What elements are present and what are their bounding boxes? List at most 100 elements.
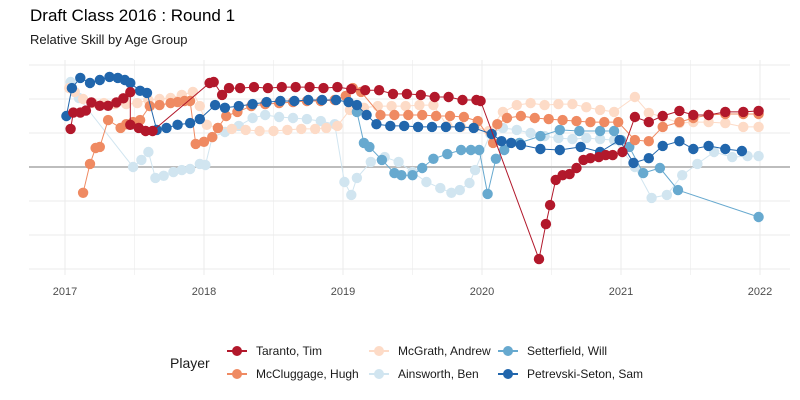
- data-point: [339, 176, 350, 188]
- data-point: [608, 106, 620, 118]
- data-point: [426, 121, 438, 133]
- data-point: [688, 109, 699, 121]
- data-point: [223, 82, 235, 94]
- grid: [29, 60, 790, 275]
- data-point: [535, 130, 546, 142]
- data-point: [581, 132, 592, 144]
- data-point: [248, 81, 260, 93]
- data-point: [254, 125, 265, 137]
- data-point: [316, 94, 328, 106]
- data-point: [141, 87, 153, 99]
- data-point: [585, 116, 596, 128]
- data-point: [268, 125, 279, 137]
- data-point: [753, 121, 764, 133]
- data-point: [661, 189, 673, 201]
- data-point: [486, 128, 497, 140]
- legend-label: Taranto, Tim: [256, 344, 323, 358]
- data-point: [301, 113, 313, 125]
- data-point: [599, 116, 610, 128]
- data-point: [435, 182, 446, 194]
- data-point: [643, 116, 654, 128]
- data-point: [134, 114, 146, 126]
- data-point: [594, 104, 606, 116]
- data-point: [361, 109, 372, 121]
- legend-label: McCluggage, Hugh: [256, 367, 359, 381]
- legend-item: McGrath, Andrew: [368, 341, 491, 361]
- data-point: [421, 176, 432, 188]
- data-point: [571, 162, 582, 174]
- data-point: [501, 112, 513, 124]
- data-point: [614, 134, 625, 146]
- data-point: [440, 121, 452, 133]
- data-point: [553, 132, 564, 144]
- data-point: [161, 122, 172, 134]
- data-point: [275, 95, 286, 107]
- legend-item: Petrevski-Seton, Sam: [497, 364, 643, 384]
- data-point: [581, 102, 592, 113]
- data-point: [184, 95, 196, 107]
- data-point: [216, 89, 228, 101]
- data-point: [346, 83, 357, 95]
- data-point: [529, 112, 540, 124]
- data-point: [727, 151, 738, 163]
- data-point: [657, 140, 668, 152]
- data-point: [209, 99, 221, 111]
- data-point: [118, 93, 129, 104]
- data-point: [143, 146, 154, 158]
- data-point: [429, 91, 440, 103]
- data-point: [703, 109, 714, 121]
- series-mccluggage-hugh: [77, 82, 764, 198]
- data-point: [364, 141, 375, 153]
- data-point: [154, 99, 165, 111]
- data-point: [351, 99, 363, 111]
- data-point: [184, 117, 196, 129]
- data-point: [544, 199, 556, 211]
- data-point: [657, 110, 668, 122]
- data-point: [468, 122, 479, 134]
- x-tick-label: 2019: [331, 286, 355, 298]
- legend-label: McGrath, Andrew: [398, 344, 491, 358]
- data-point: [198, 136, 210, 147]
- data-point: [132, 97, 143, 109]
- x-tick-label: 2020: [470, 286, 494, 298]
- data-point: [125, 119, 136, 130]
- data-point: [287, 112, 299, 124]
- data-point: [465, 144, 477, 156]
- series-setterfield-will: [351, 106, 764, 223]
- data-point: [172, 119, 183, 130]
- data-point: [496, 136, 507, 147]
- data-point: [628, 157, 639, 169]
- data-point: [234, 82, 246, 94]
- data-point: [455, 144, 467, 156]
- data-point: [147, 125, 158, 137]
- data-point: [442, 148, 453, 160]
- data-point: [554, 144, 565, 156]
- data-point: [262, 82, 274, 94]
- series-taranto-tim: [65, 76, 764, 265]
- data-point: [571, 115, 582, 127]
- data-point: [608, 125, 620, 137]
- data-point: [296, 123, 307, 135]
- chart-title: Draft Class 2016 : Round 1: [30, 6, 236, 25]
- data-point: [94, 141, 106, 153]
- legend-key-icon: [226, 341, 248, 361]
- data-point: [540, 218, 552, 230]
- data-point: [506, 137, 517, 149]
- legend-title: Player: [170, 355, 210, 371]
- data-point: [515, 139, 527, 151]
- data-point: [399, 120, 410, 132]
- data-point: [738, 121, 749, 133]
- data-point: [102, 114, 114, 126]
- data-point: [208, 76, 219, 88]
- legend-item: McCluggage, Hugh: [226, 364, 359, 384]
- data-point: [332, 120, 343, 132]
- data-point: [104, 71, 115, 83]
- data-point: [80, 105, 92, 116]
- data-point: [158, 170, 169, 181]
- data-point: [533, 253, 545, 265]
- data-point: [643, 107, 654, 119]
- data-point: [125, 87, 136, 98]
- data-point: [607, 149, 618, 161]
- data-point: [657, 121, 668, 133]
- legend-key-icon: [497, 364, 519, 384]
